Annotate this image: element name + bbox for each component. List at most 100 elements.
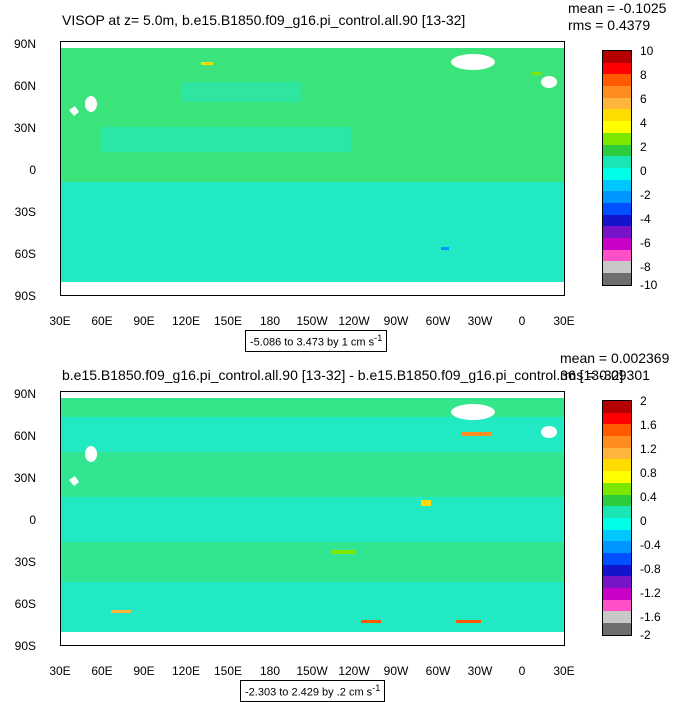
lon-label: 30W [467,664,493,678]
colorbar-label: -1.2 [640,586,661,600]
colorbar-box [603,517,631,530]
colorbar-box [603,86,631,98]
lon-label: 150W [296,314,328,328]
lat-label: 90N [13,37,36,51]
colorbar-label: 4 [640,116,647,130]
colorbar-boxes [603,51,631,285]
lat-label: 90S [14,289,36,303]
colorbar-box [603,144,631,157]
vector-reference: -2.303 to 2.429 by .2 cm s-1 [240,680,386,702]
lon-label: 120W [338,664,370,678]
lat-label: 30S [14,555,36,569]
colorbar-label: -10 [640,278,658,292]
lon-label: 60E [91,664,113,678]
tropical-band [101,127,351,152]
anomaly-mark [441,247,449,250]
green-band [61,542,564,582]
lon-label: 150W [296,664,328,678]
colorbar-box [603,97,631,110]
vector-reference: -5.086 to 3.473 by 1 cm s-1 [245,330,388,352]
lon-label: 30E [553,664,575,678]
colorbar-label: 6 [640,92,647,106]
colorbar-label: -0.4 [640,538,661,552]
colorbar-box [603,424,631,437]
lon-label: 30E [49,314,71,328]
lon-label: 60E [91,314,113,328]
colorbar-box [603,121,631,133]
lat-label: 60S [14,247,36,261]
colorbar-box [603,401,631,413]
lon-label: 120W [338,314,370,328]
anomaly-mark [361,620,381,623]
colorbar-label: -8 [640,260,651,274]
map-canvas [61,392,564,645]
colorbar-label: -4 [640,212,651,226]
colorbar-box [603,611,631,624]
lon-label: 90E [133,664,155,678]
lat-label: 0 [29,163,36,177]
lon-label: 120E [171,664,201,678]
lat-label: 60S [14,597,36,611]
rms-value: rms = 0.4379 [568,17,651,33]
antarctica [61,632,564,645]
colorbar-box [603,541,631,553]
map-canvas [61,42,564,295]
colorbar-label: 8 [640,68,647,82]
greenland [451,54,495,70]
lon-label: 90E [133,314,155,328]
lon-label: 60W [425,664,451,678]
rms-value: rms = 0.09301 [560,367,650,383]
lat-label: 60N [13,429,36,443]
colorbar-label: 1.2 [640,442,657,456]
colorbar-label: -2 [640,188,651,202]
colorbar-box [603,202,631,215]
land-patch [541,76,557,88]
arctic-edge [61,42,564,48]
anomaly-mark [456,620,481,623]
lat-label: 30N [13,121,36,135]
lat-label: 30S [14,205,36,219]
green-band [61,452,564,497]
southern-ocean-band [61,182,564,282]
colorbar-label: 0 [640,164,647,178]
anomaly-mark [331,550,356,554]
lon-label: 150E [213,314,243,328]
anomaly-mark [111,610,131,613]
anomaly-mark [461,432,491,436]
lon-label: 60W [425,314,451,328]
colorbar-label: -1.6 [640,610,661,624]
colorbar-box [603,226,631,238]
north-pacific-band [181,82,301,102]
colorbar-label: -0.8 [640,562,661,576]
land-patch [541,426,557,438]
lon-label: 90W [383,664,409,678]
colorbar [602,400,632,636]
lon-label: 30E [553,314,575,328]
land-patch [85,446,97,462]
land-patch [85,96,97,112]
colorbar-box [603,249,631,262]
colorbar-box [603,447,631,460]
colorbar [602,50,632,286]
lon-label: 180 [259,664,281,678]
colorbar-label: 1.6 [640,418,657,432]
land-patch [69,106,79,116]
colorbar-box [603,179,631,192]
colorbar-box [603,238,631,250]
colorbar-box [603,74,631,87]
colorbar-box [603,273,631,285]
colorbar-label: -6 [640,236,651,250]
lat-label: 90S [14,639,36,653]
colorbar-label: -2 [640,628,651,642]
colorbar-label: 0 [640,514,647,528]
colorbar-box [603,623,631,635]
colorbar-label: 10 [640,44,654,58]
colorbar-box [603,459,631,472]
greenland [451,404,495,420]
colorbar-box [603,599,631,612]
colorbar-box [603,506,631,518]
arctic-edge [61,392,564,398]
colorbar-box [603,156,631,168]
lat-label: 30N [13,471,36,485]
anomaly-mark [531,72,541,75]
